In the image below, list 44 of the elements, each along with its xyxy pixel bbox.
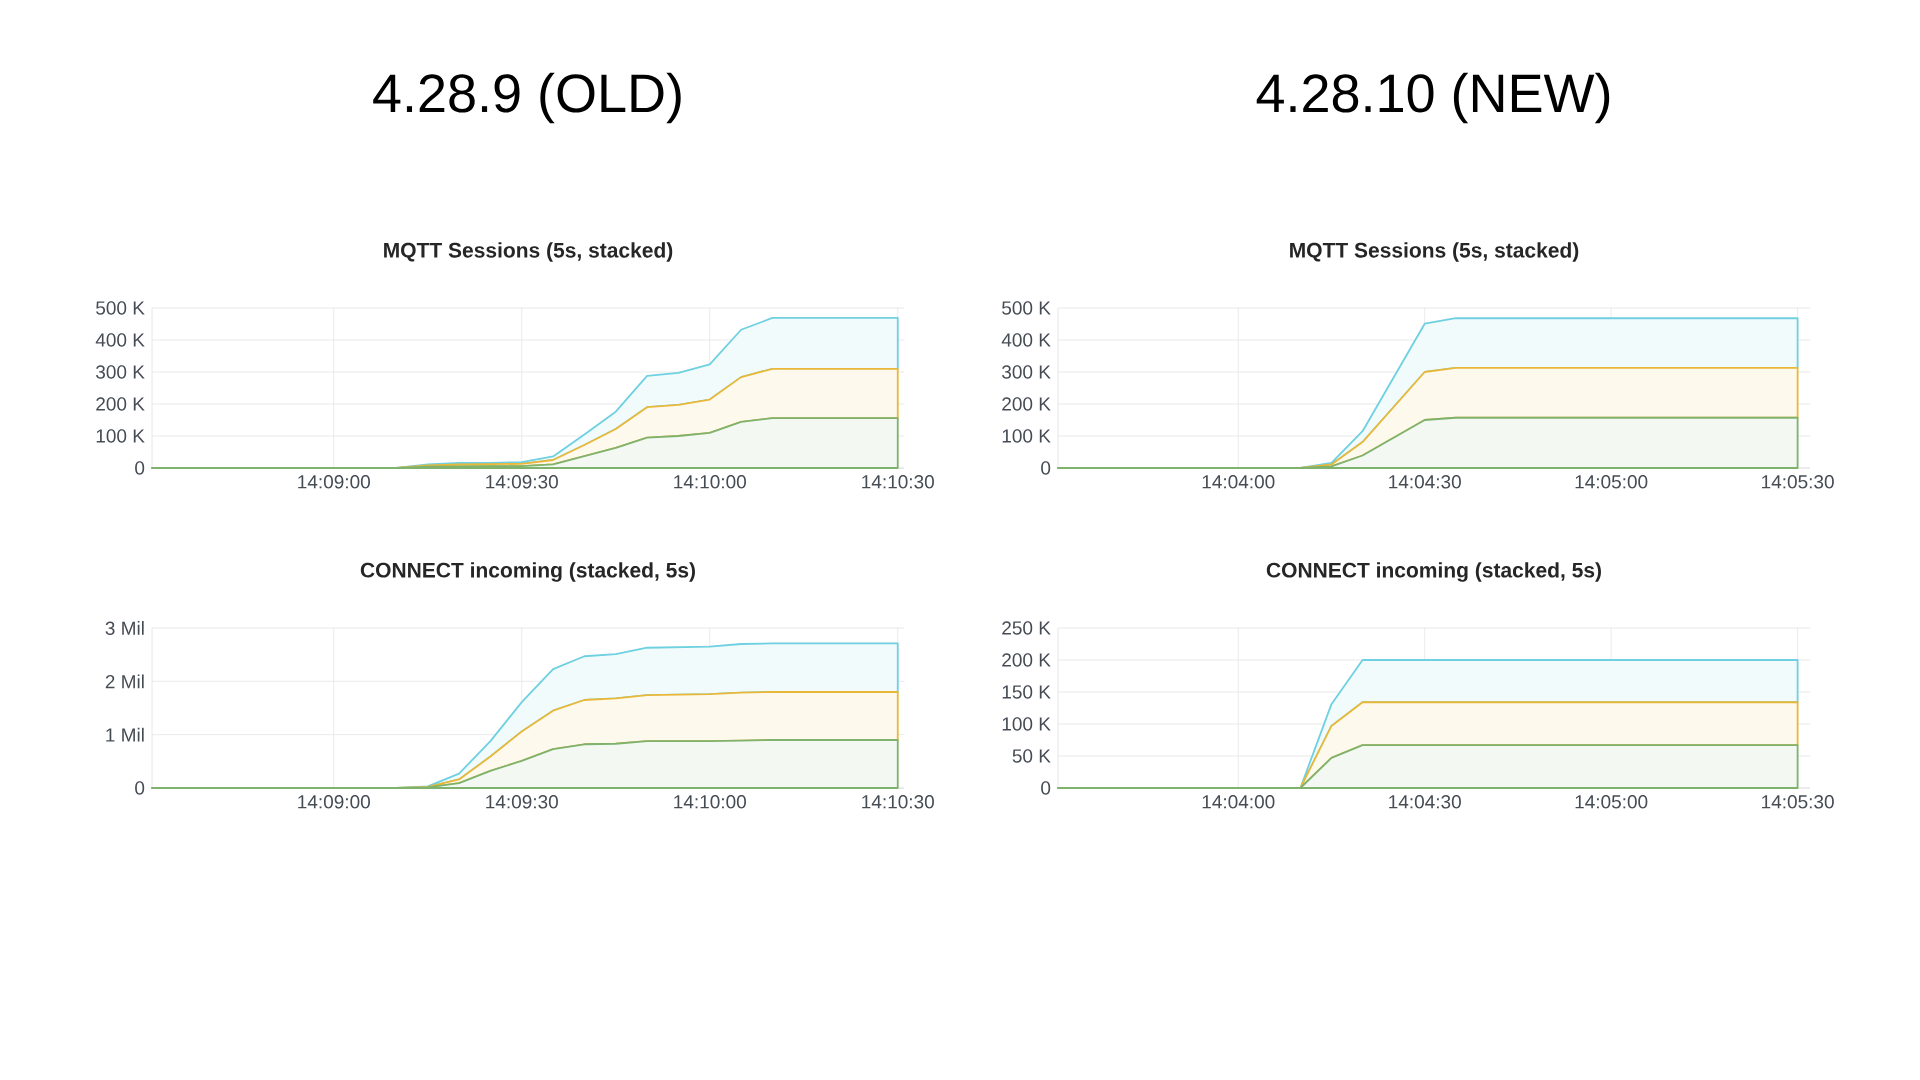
- y-tick-label: 150 K: [1002, 685, 1051, 699]
- y-tick-label: 400 K: [95, 333, 145, 347]
- y-tick-label: 0: [135, 461, 145, 475]
- y-tick-label: 100 K: [1002, 429, 1051, 443]
- y-tick-label: 0: [1041, 781, 1051, 795]
- x-tick-label: 14:05:00: [1575, 795, 1648, 809]
- x-tick-label: 14:10:00: [674, 475, 746, 489]
- y-tick-label: 100 K: [1002, 717, 1051, 731]
- chart-subtitle: MQTT Sessions (5s, stacked): [1290, 242, 1579, 262]
- y-tick-label: 0: [1041, 461, 1051, 475]
- y-tick-label: 1 Mil: [106, 727, 144, 742]
- y-tick-label: 250 K: [1002, 621, 1051, 635]
- y-tick-label: 200 K: [1002, 653, 1051, 667]
- y-tick-label: 200 K: [1002, 397, 1051, 411]
- x-tick-label: 14:04:00: [1202, 475, 1275, 489]
- chart-title: 4.28.10 (NEW): [1256, 72, 1610, 124]
- x-tick-label: 14:09:30: [486, 475, 558, 489]
- x-tick-label: 14:04:30: [1389, 475, 1461, 489]
- x-tick-label: 14:09:00: [298, 795, 370, 809]
- y-tick-label: 300 K: [96, 365, 145, 379]
- x-tick-label: 14:04:00: [1202, 795, 1275, 809]
- y-tick-label: 2 Mil: [105, 674, 144, 689]
- y-tick-label: 100 K: [96, 429, 145, 443]
- x-tick-label: 14:09:30: [486, 795, 558, 809]
- y-tick-label: 500 K: [1002, 301, 1051, 315]
- x-tick-label: 14:05:30: [1762, 795, 1834, 809]
- x-tick-label: 14:10:30: [862, 795, 934, 809]
- y-tick-label: 200 K: [96, 397, 145, 411]
- chart-title: CONNECT incoming (stacked, 5s): [360, 562, 695, 582]
- y-tick-label: 50 K: [1012, 749, 1051, 763]
- x-tick-label: 14:09:00: [298, 475, 370, 489]
- chart-title: 4.28.9 (OLD): [373, 72, 681, 124]
- x-tick-label: 14:05:30: [1762, 475, 1834, 489]
- y-tick-label: 300 K: [1002, 365, 1051, 379]
- x-tick-label: 14:04:30: [1389, 795, 1461, 809]
- chart-subtitle: MQTT Sessions (5s, stacked): [384, 242, 673, 262]
- x-tick-label: 14:10:00: [674, 795, 746, 809]
- y-tick-label: 3 Mil: [105, 621, 144, 635]
- x-tick-label: 14:10:30: [862, 475, 934, 489]
- y-tick-label: 500 K: [96, 301, 145, 315]
- y-tick-label: 400 K: [1001, 333, 1051, 347]
- chart-title: CONNECT incoming (stacked, 5s): [1266, 562, 1601, 582]
- x-tick-label: 14:05:00: [1575, 475, 1648, 489]
- y-tick-label: 0: [135, 781, 145, 795]
